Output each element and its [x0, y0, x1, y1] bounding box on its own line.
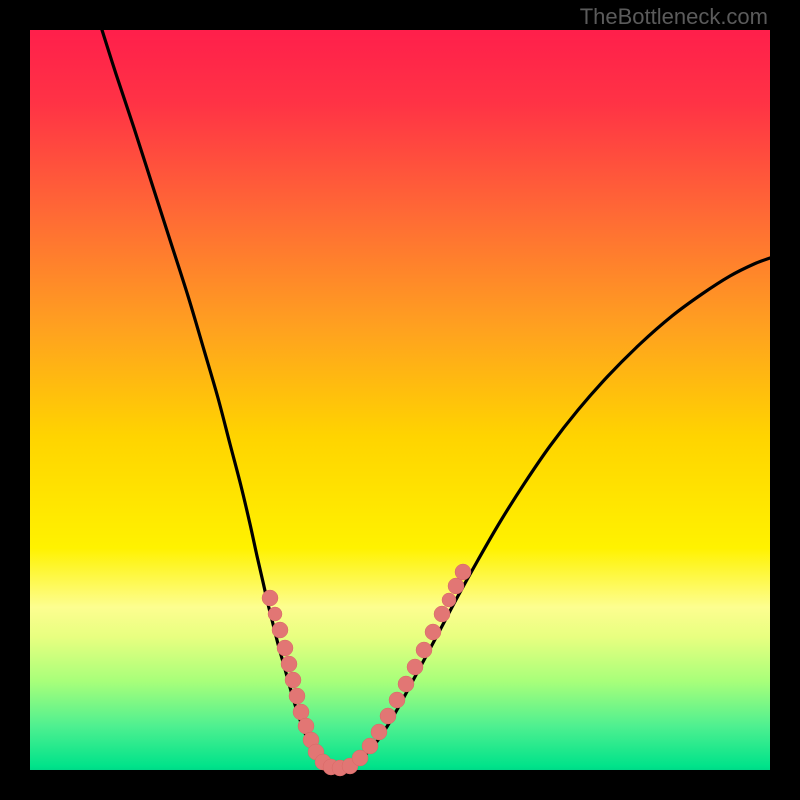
bottleneck-chart: TheBottleneck.com	[0, 0, 800, 800]
plot-background	[30, 30, 770, 770]
marker-point	[398, 676, 414, 692]
marker-point	[362, 738, 378, 754]
marker-point	[272, 622, 288, 638]
marker-point	[371, 724, 387, 740]
marker-point	[281, 656, 297, 672]
marker-point	[298, 718, 314, 734]
marker-point	[268, 607, 282, 621]
marker-point	[277, 640, 293, 656]
marker-point	[416, 642, 432, 658]
marker-point	[407, 659, 423, 675]
marker-point	[425, 624, 441, 640]
marker-point	[285, 672, 301, 688]
marker-point	[380, 708, 396, 724]
marker-point	[448, 578, 464, 594]
marker-point	[289, 688, 305, 704]
marker-point	[434, 606, 450, 622]
marker-point	[389, 692, 405, 708]
marker-point	[262, 590, 278, 606]
marker-point	[455, 564, 471, 580]
marker-point	[442, 593, 456, 607]
marker-point	[293, 704, 309, 720]
watermark-label: TheBottleneck.com	[580, 4, 768, 29]
